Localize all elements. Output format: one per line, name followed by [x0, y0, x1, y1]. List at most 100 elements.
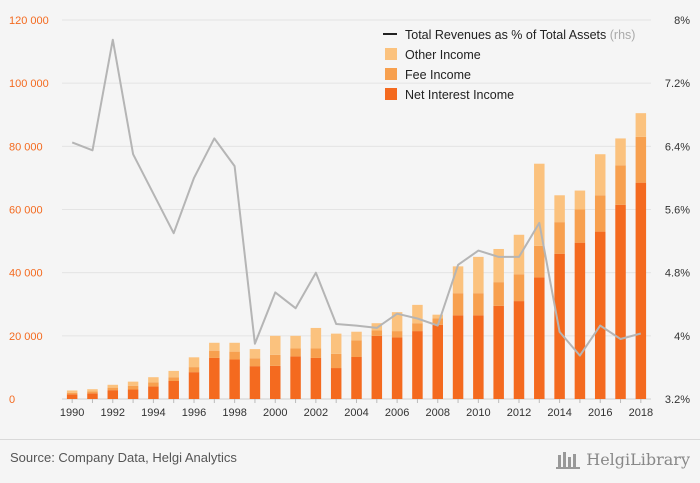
- bar-series: [66, 113, 647, 399]
- bar-other-income: [513, 234, 525, 275]
- bar-other-income: [229, 342, 240, 352]
- bar-net-interest-income: [391, 337, 403, 399]
- bar-net-interest-income: [127, 389, 139, 399]
- y2-tick-label: 4%: [674, 331, 690, 343]
- bar-net-interest-income: [188, 372, 200, 399]
- bar-other-income: [127, 381, 139, 386]
- bar-other-income: [188, 357, 200, 368]
- y-tick-label: 0: [9, 394, 15, 406]
- bar-other-income: [87, 389, 98, 392]
- y2-tick-label: 4.8%: [665, 268, 690, 280]
- bar-fee-income: [310, 348, 322, 358]
- bar-fee-income: [493, 282, 504, 306]
- bar-net-interest-income: [209, 357, 220, 399]
- bar-other-income: [473, 256, 484, 294]
- bar-fee-income: [148, 382, 159, 387]
- bar-other-income: [635, 113, 647, 137]
- legend-line-label: Total Revenues as % of Total Assets (rhs…: [405, 28, 635, 42]
- bar-net-interest-income: [330, 368, 342, 399]
- bar-fee-income: [249, 358, 261, 367]
- x-tick-label: 2016: [588, 407, 612, 419]
- bar-fee-income: [615, 165, 626, 205]
- bar-other-income: [615, 138, 626, 166]
- bar-net-interest-income: [249, 366, 261, 399]
- bar-net-interest-income: [554, 253, 565, 399]
- bar-fee-income: [452, 293, 464, 316]
- bar-other-income: [493, 248, 504, 283]
- x-tick-label: 2006: [385, 407, 409, 419]
- bar-net-interest-income: [66, 394, 78, 399]
- x-tick-label: 1994: [141, 407, 165, 419]
- bar-fee-income: [229, 351, 240, 360]
- bar-other-income: [574, 190, 586, 210]
- bar-other-income: [290, 335, 301, 349]
- bar-net-interest-income: [371, 335, 383, 399]
- y-tick-label: 40 000: [9, 268, 43, 280]
- bar-net-interest-income: [107, 390, 119, 399]
- x-tick-label: 1996: [182, 407, 206, 419]
- grid-lines: [62, 19, 651, 400]
- bar-fee-income: [513, 274, 525, 302]
- bar-net-interest-income: [534, 277, 545, 399]
- library-icon: [556, 452, 581, 469]
- legend: Total Revenues as % of Total Assets (rhs…: [383, 28, 635, 102]
- bar-fee-income: [594, 195, 606, 232]
- bar-other-income: [310, 327, 322, 349]
- x-tick-label: 1990: [60, 407, 84, 419]
- y2-tick-label: 5.6%: [665, 205, 690, 217]
- bar-net-interest-income: [310, 357, 322, 399]
- bar-other-income: [107, 384, 119, 388]
- bar-net-interest-income: [432, 324, 443, 399]
- x-tick-label: 2018: [629, 407, 653, 419]
- bar-net-interest-income: [168, 380, 179, 399]
- bar-other-income: [534, 163, 545, 246]
- bar-other-income: [554, 195, 565, 223]
- y-tick-label: 120 000: [9, 15, 49, 27]
- bar-net-interest-income: [229, 359, 240, 399]
- x-tick-label: 2012: [507, 407, 531, 419]
- y-tick-label: 60 000: [9, 205, 43, 217]
- x-tick-label: 2008: [425, 407, 449, 419]
- bar-other-income: [432, 314, 443, 319]
- bar-fee-income: [270, 354, 281, 366]
- bar-other-income: [148, 377, 159, 383]
- bar-other-income: [594, 154, 606, 196]
- brand-name: HelgiLibrary: [586, 449, 690, 469]
- brand-logo: HelgiLibrary: [556, 447, 690, 471]
- bar-net-interest-income: [513, 301, 525, 399]
- bar-net-interest-income: [148, 386, 159, 399]
- x-tick-label: 2000: [263, 407, 287, 419]
- bar-fee-income: [127, 385, 139, 390]
- bar-other-income: [412, 304, 423, 324]
- legend-swatch-fee-income: [385, 68, 397, 80]
- bar-other-income: [270, 335, 281, 355]
- bar-fee-income: [574, 209, 586, 243]
- bar-other-income: [249, 349, 261, 359]
- legend-label-fee-income: Fee Income: [405, 68, 471, 82]
- revenue-chart: 0 20 000 40 000 60 000 80 000 100 000 120 000 3…: [9, 15, 690, 419]
- bar-fee-income: [391, 331, 403, 338]
- line-series: [71, 38, 642, 357]
- bar-other-income: [330, 333, 342, 354]
- line-revenues-pct-assets: [71, 38, 642, 357]
- y-tick-label: 20 000: [9, 331, 43, 343]
- bar-fee-income: [330, 353, 342, 369]
- bar-net-interest-income: [594, 231, 606, 399]
- legend-label-net-interest-income: Net Interest Income: [405, 88, 514, 102]
- bar-net-interest-income: [87, 393, 98, 399]
- bar-net-interest-income: [574, 242, 586, 399]
- axes: 0 20 000 40 000 60 000 80 000 100 000 120 000 3…: [9, 15, 690, 419]
- bar-net-interest-income: [290, 356, 301, 399]
- bar-net-interest-income: [493, 305, 504, 399]
- bar-net-interest-income: [635, 182, 647, 399]
- bar-net-interest-income: [270, 365, 281, 399]
- bar-fee-income: [290, 348, 301, 357]
- y-tick-label: 100 000: [9, 78, 49, 90]
- footer-divider: [0, 439, 700, 440]
- legend-swatch-net-interest-income: [385, 88, 397, 100]
- y2-tick-label: 6.4%: [665, 141, 690, 153]
- x-tick-label: 2014: [547, 407, 571, 419]
- bar-fee-income: [209, 350, 220, 358]
- x-tick-label: 2010: [466, 407, 490, 419]
- bar-fee-income: [188, 367, 200, 373]
